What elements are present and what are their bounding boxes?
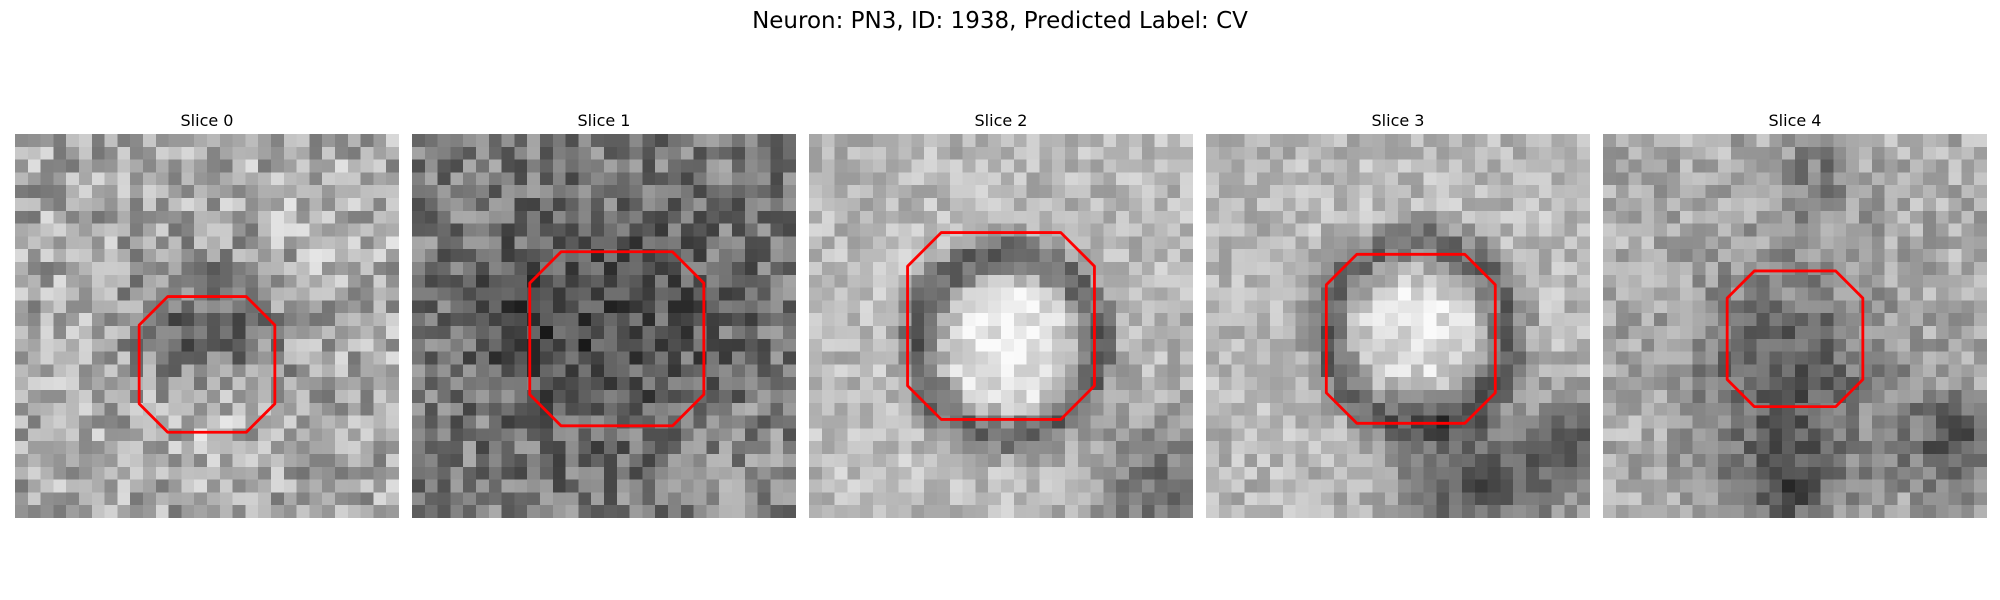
roi-contour <box>1725 269 1865 409</box>
slice-panel-4: Slice 4 <box>1603 108 1987 518</box>
slice-title-1: Slice 1 <box>577 111 631 130</box>
figure-title: Neuron: PN3, ID: 1938, Predicted Label: … <box>752 8 1248 34</box>
slice-image-1 <box>412 134 796 518</box>
pixel-grid <box>809 134 1193 518</box>
pixel-grid <box>15 134 399 518</box>
slice-image-0 <box>15 134 399 518</box>
slice-title-4: Slice 4 <box>1768 111 1822 130</box>
slice-image-2 <box>809 134 1193 518</box>
slice-title-0: Slice 0 <box>180 111 234 130</box>
pixel-grid <box>1603 134 1987 518</box>
pixel-grid <box>412 134 796 518</box>
slice-title-3: Slice 3 <box>1371 111 1425 130</box>
roi-contour <box>528 250 706 428</box>
slice-image-3 <box>1206 134 1590 518</box>
roi-contour <box>137 295 277 434</box>
slice-panel-2: Slice 2 <box>809 108 1193 518</box>
slice-title-2: Slice 2 <box>974 111 1028 130</box>
roi-contour <box>906 231 1096 421</box>
slice-panel-0: Slice 0 <box>15 108 399 518</box>
slice-image-4 <box>1603 134 1987 518</box>
slice-panel-1: Slice 1 <box>412 108 796 518</box>
slice-panel-3: Slice 3 <box>1206 108 1590 518</box>
roi-contour <box>1324 252 1497 425</box>
pixel-grid <box>1206 134 1590 518</box>
